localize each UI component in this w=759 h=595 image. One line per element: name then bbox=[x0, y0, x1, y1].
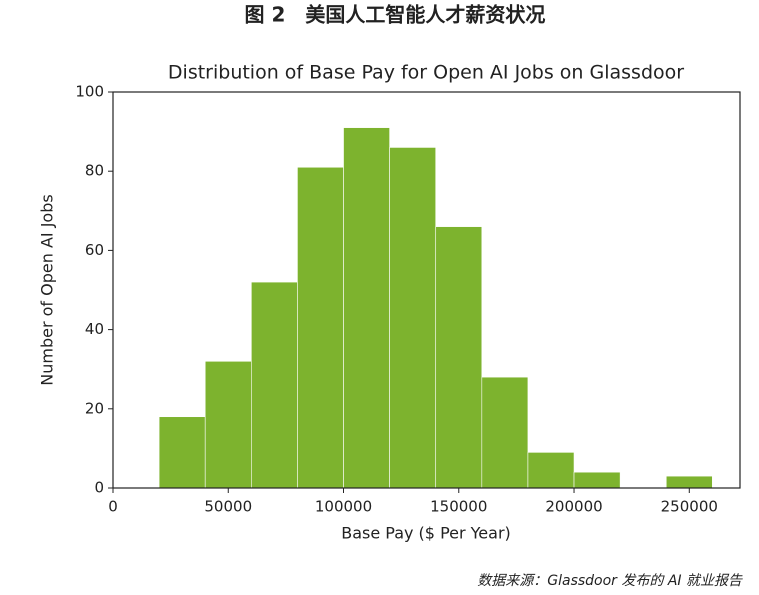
x-tick-label: 200000 bbox=[545, 498, 602, 516]
y-tick-label: 80 bbox=[85, 162, 104, 180]
bar bbox=[251, 281, 298, 489]
bar bbox=[435, 226, 483, 489]
x-tick-label: 250000 bbox=[661, 498, 718, 516]
x-tick-label: 50000 bbox=[204, 498, 252, 516]
y-tick-label: 0 bbox=[94, 479, 104, 497]
plot-area: 0 20 40 60 80 100 0 50000 100000 150000 200000 2500… bbox=[75, 83, 741, 516]
x-tick-label: 150000 bbox=[430, 498, 487, 516]
bar bbox=[481, 376, 529, 489]
bar bbox=[204, 360, 252, 489]
x-tick-label: 100000 bbox=[315, 498, 372, 516]
chart-title: Distribution of Base Pay for Open AI Job… bbox=[168, 62, 684, 84]
y-axis-label: Number of Open AI Jobs bbox=[38, 194, 57, 385]
bar bbox=[665, 475, 713, 489]
figure-title: 图 2 美国人工智能人才薪资状况 bbox=[245, 3, 546, 27]
x-tick-label: 0 bbox=[108, 498, 118, 516]
x-axis-label: Base Pay ($ Per Year) bbox=[341, 524, 511, 543]
y-tick-label: 20 bbox=[85, 399, 104, 417]
bar bbox=[573, 471, 621, 489]
y-tick-label: 40 bbox=[85, 320, 104, 338]
plot-frame bbox=[112, 91, 741, 489]
bar bbox=[527, 452, 575, 489]
bar bbox=[297, 166, 344, 489]
y-tick-label: 100 bbox=[75, 83, 104, 101]
bar bbox=[343, 127, 390, 489]
source-note: 数据来源：Glassdoor 发布的 AI 就业报告 bbox=[477, 573, 743, 589]
bar bbox=[158, 416, 206, 489]
bar bbox=[389, 147, 437, 489]
y-tick-label: 60 bbox=[85, 241, 104, 259]
